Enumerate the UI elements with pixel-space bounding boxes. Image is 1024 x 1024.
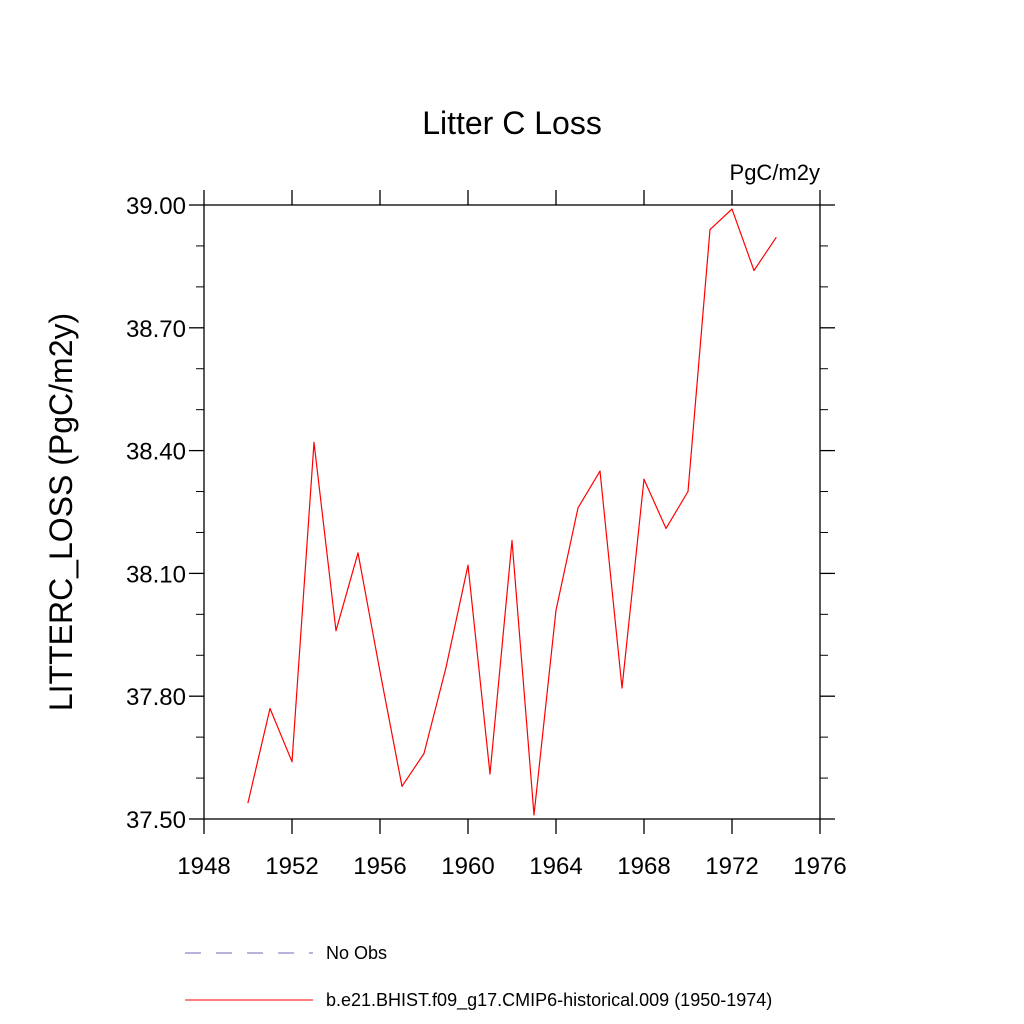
data-point xyxy=(621,687,623,689)
y-tick-label: 37.50 xyxy=(126,807,186,834)
y-tick-label: 38.10 xyxy=(126,561,186,588)
data-point xyxy=(775,237,777,239)
x-ticks: 1948 1952 1956 1960 1964 1968 1972 1976 xyxy=(177,190,847,880)
data-point xyxy=(357,552,359,554)
data-point xyxy=(709,228,711,231)
x-tick-label: 1948 xyxy=(177,853,230,880)
series-line xyxy=(247,208,777,816)
x-tick-label: 1972 xyxy=(705,853,758,880)
y-ticks: 37.50 37.80 38.10 38.40 38.70 39.00 xyxy=(126,193,835,834)
y-tick-label: 37.80 xyxy=(126,684,186,711)
data-point xyxy=(687,490,689,493)
data-point xyxy=(511,540,513,542)
x-tick-label: 1952 xyxy=(265,853,318,880)
data-point xyxy=(269,707,271,710)
x-tick-label: 1976 xyxy=(793,853,846,880)
x-tick-label: 1968 xyxy=(617,853,670,880)
data-point xyxy=(291,761,293,763)
y-tick-label: 39.00 xyxy=(126,193,186,220)
y-axis-label: LITTERC_LOSS (PgC/m2y) xyxy=(43,313,79,711)
data-point xyxy=(401,785,403,787)
data-point xyxy=(643,478,645,480)
series-group xyxy=(247,208,777,816)
data-point xyxy=(335,630,337,632)
data-point xyxy=(445,666,447,669)
data-point xyxy=(247,802,249,804)
x-tick-label: 1964 xyxy=(529,853,582,880)
data-point xyxy=(665,527,667,529)
legend-label-no-obs: No Obs xyxy=(326,943,387,963)
legend: No Obs b.e21.BHIST.f09_g17.CMIP6-histori… xyxy=(185,943,772,1011)
data-point xyxy=(731,208,733,210)
data-point xyxy=(379,671,381,673)
data-point xyxy=(577,507,579,509)
data-point xyxy=(555,609,557,611)
data-point xyxy=(313,441,315,444)
data-point xyxy=(533,814,535,816)
y-tick-label: 38.40 xyxy=(126,439,186,466)
units-label: PgC/m2y xyxy=(730,160,820,185)
data-point xyxy=(489,773,491,775)
data-point xyxy=(423,752,425,755)
y-tick-label: 38.70 xyxy=(126,316,186,343)
chart-title: Litter C Loss xyxy=(422,105,602,141)
data-point xyxy=(753,269,755,272)
data-point xyxy=(467,564,469,566)
data-point xyxy=(599,470,601,472)
x-tick-label: 1956 xyxy=(353,853,406,880)
plot-frame xyxy=(203,204,821,820)
legend-label-model: b.e21.BHIST.f09_g17.CMIP6-historical.009… xyxy=(326,990,772,1011)
x-tick-label: 1960 xyxy=(441,853,494,880)
